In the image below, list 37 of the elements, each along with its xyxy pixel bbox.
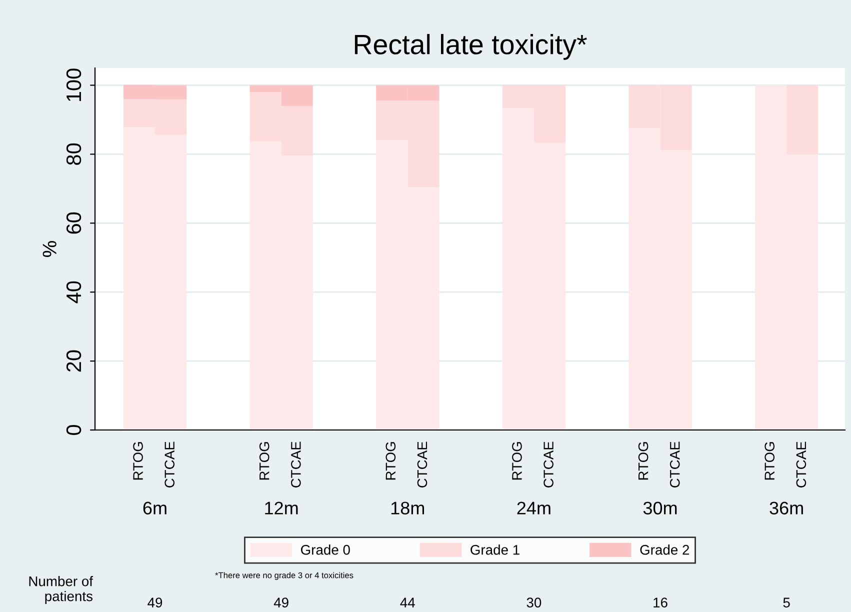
x-tick-label: RTOG [133, 442, 143, 480]
x-tick-label: CTCAE [417, 442, 428, 488]
legend-label: Grade 0 [300, 544, 350, 555]
y-tick-label: 100 [66, 68, 82, 102]
x-tick-label: RTOG [638, 442, 648, 480]
text: *There were no grade 3 or 4 toxicities [215, 572, 354, 580]
x-tick-label: CTCAE [670, 442, 680, 488]
text: 24m [517, 502, 550, 514]
text: Number of patients [29, 576, 94, 604]
text: 36m [770, 502, 803, 514]
text: 30m [643, 502, 677, 514]
y-tick-label: 40 [66, 281, 82, 304]
x-tick-label: CTCAE [796, 442, 806, 488]
x-tick-label: CTCAE [544, 442, 554, 488]
x-tick-label: RTOG [512, 442, 522, 480]
text: 30 [526, 598, 542, 608]
text: 16 [654, 598, 668, 608]
y-axis-title: % [42, 241, 56, 257]
y-tick-label: 0 [66, 425, 82, 435]
x-tick-label: CTCAE [164, 442, 175, 488]
text: 6m [143, 502, 166, 514]
y-tick-label: 20 [66, 350, 82, 372]
text: 49 [148, 598, 162, 608]
y-tick-label: 80 [66, 143, 82, 165]
x-tick-label: RTOG [764, 442, 775, 480]
text: 49 [274, 598, 288, 608]
text: 44 [400, 598, 415, 608]
y-tick-label: 60 [66, 212, 82, 234]
x-tick-label: CTCAE [291, 442, 301, 488]
x-tick-label: RTOG [259, 442, 270, 480]
chart-title: Rectal late toxicity* [354, 34, 587, 60]
text: 12m [265, 502, 298, 514]
text: 5 [783, 598, 790, 608]
text: 18m [391, 502, 424, 514]
legend-label: Grade 1 [470, 544, 520, 555]
legend-label: Grade 2 [640, 544, 690, 555]
x-tick-label: RTOG [386, 442, 396, 480]
